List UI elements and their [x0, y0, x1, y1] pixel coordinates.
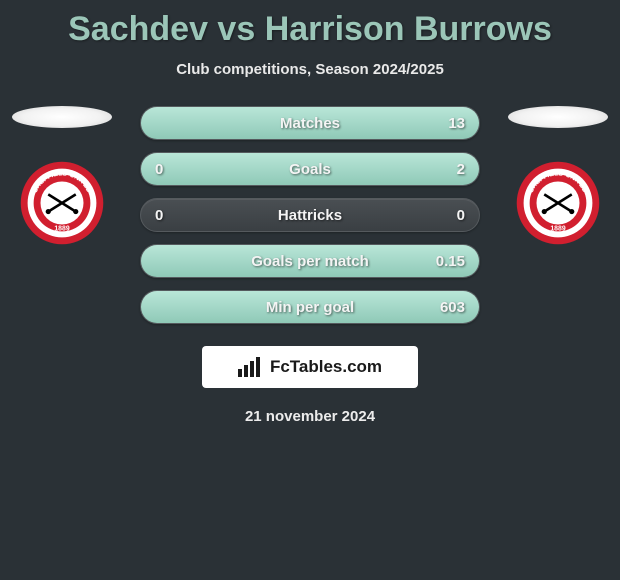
comparison-area: SHEFFIELD UNITED 1889 Matches130Goals20H…: [0, 106, 620, 324]
club-badge-left: SHEFFIELD UNITED 1889: [19, 160, 105, 246]
stat-row: Min per goal603: [140, 290, 480, 324]
stat-row: Matches13: [140, 106, 480, 140]
stat-label: Min per goal: [141, 299, 479, 316]
stat-value-right: 603: [440, 299, 465, 316]
stat-value-right: 0: [457, 207, 465, 224]
stat-label: Matches: [141, 115, 479, 132]
stat-row: 0Goals2: [140, 152, 480, 186]
page-title: Sachdev vs Harrison Burrows: [0, 0, 620, 49]
player-right-column: SHEFFIELD UNITED 1889: [498, 106, 618, 246]
site-logo: FcTables.com: [202, 346, 418, 388]
stat-label: Goals: [141, 161, 479, 178]
subtitle: Club competitions, Season 2024/2025: [0, 61, 620, 78]
player-photo-left: [12, 106, 112, 128]
stats-column: Matches130Goals20Hattricks0Goals per mat…: [140, 106, 480, 324]
svg-text:1889: 1889: [54, 226, 69, 233]
player-left-column: SHEFFIELD UNITED 1889: [2, 106, 122, 246]
stat-label: Goals per match: [141, 253, 479, 270]
player-photo-right: [508, 106, 608, 128]
footer-date: 21 november 2024: [0, 408, 620, 425]
stat-value-right: 2: [457, 161, 465, 178]
stat-value-right: 13: [448, 115, 465, 132]
stat-label: Hattricks: [141, 207, 479, 224]
stat-value-right: 0.15: [436, 253, 465, 270]
site-label: FcTables.com: [270, 357, 382, 377]
club-badge-right: SHEFFIELD UNITED 1889: [515, 160, 601, 246]
bars-icon: [238, 357, 264, 377]
stat-row: 0Hattricks0: [140, 198, 480, 232]
stat-row: Goals per match0.15: [140, 244, 480, 278]
svg-text:1889: 1889: [550, 226, 565, 233]
